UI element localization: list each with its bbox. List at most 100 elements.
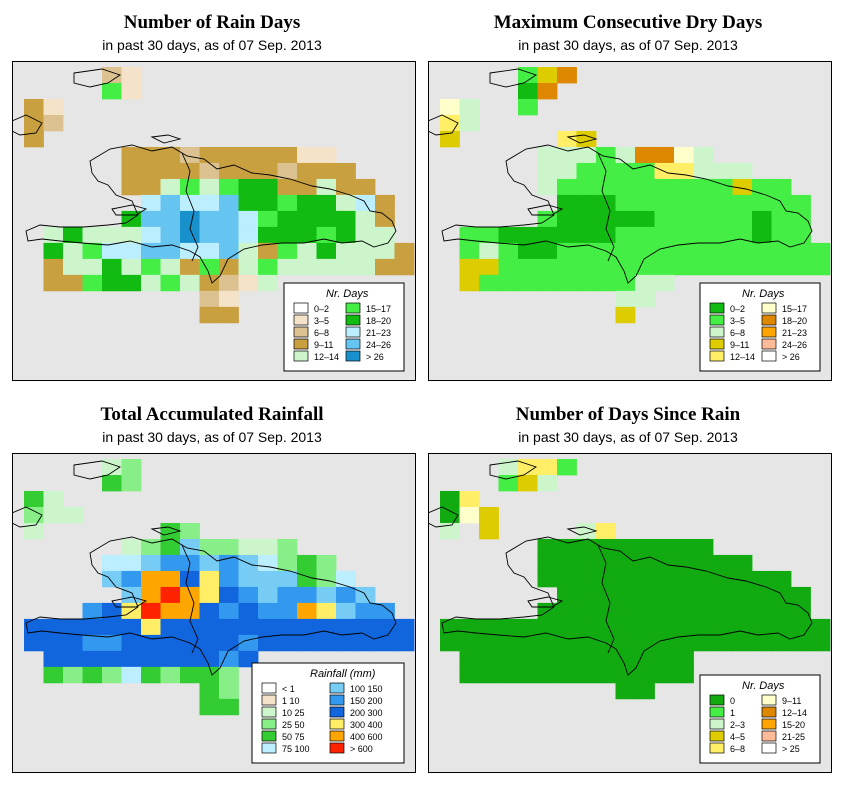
grid-cell [732, 570, 753, 588]
grid-cell [440, 98, 460, 116]
grid-cell [258, 162, 278, 180]
grid-cell [121, 650, 142, 668]
grid-cell [160, 602, 181, 620]
grid-cell [752, 242, 772, 260]
grid-cell [102, 570, 122, 588]
grid-cell [479, 506, 499, 524]
grid-cell [557, 67, 577, 84]
grid-cell [258, 242, 278, 260]
grid-cell [63, 650, 83, 668]
grid-cell [615, 682, 636, 700]
grid-cell [82, 258, 103, 276]
legend-swatch [261, 718, 277, 730]
grid-cell [219, 242, 239, 260]
legend-swatch [261, 742, 277, 754]
grid-cell [63, 634, 83, 652]
map-rainfall: Rainfall (mm) < 1 1 10 10 25 25 50 50 75 75 10… [12, 453, 416, 773]
grid-cell [219, 570, 239, 588]
legend-swatch [761, 718, 777, 730]
grid-cell [518, 274, 538, 292]
grid-cell [199, 226, 220, 244]
grid-cell [121, 82, 142, 100]
grid-cell [440, 114, 460, 132]
grid-cell [557, 570, 577, 588]
grid-cell [180, 586, 200, 604]
grid-cell [771, 570, 792, 588]
legend-swatch [329, 742, 345, 754]
grid-cell [82, 602, 103, 620]
grid-cell [258, 146, 278, 164]
legend-swatch [709, 314, 725, 326]
coastline-path [428, 506, 459, 528]
grid-cell [713, 258, 733, 276]
grid-cell [160, 146, 181, 164]
grid-cell [160, 650, 181, 668]
grid-cell [141, 242, 161, 260]
grid-cell [771, 178, 792, 196]
legend-label: 100 150 [350, 684, 383, 694]
grid-cell [576, 178, 597, 196]
legend-swatch [329, 706, 345, 718]
grid-cell [752, 570, 772, 588]
grid-cell [459, 618, 480, 636]
legend-label: 21-25 [782, 732, 805, 742]
legend-title: Rainfall (mm) [310, 668, 376, 680]
grid-cell [635, 226, 655, 244]
grid-cell [537, 226, 558, 244]
grid-cell [277, 146, 298, 164]
grid-cell [693, 602, 714, 620]
grid-cell [238, 586, 259, 604]
grid-cell [576, 226, 597, 244]
grid-cell [277, 570, 298, 588]
grid-cell [238, 570, 259, 588]
grid-cell [336, 258, 356, 276]
grid-cell [576, 618, 597, 636]
legend-label: > 25 [782, 744, 800, 754]
grid-cell [732, 258, 753, 276]
grid-cell [258, 570, 278, 588]
grid-cell [810, 634, 831, 652]
grid-cell [121, 666, 142, 684]
grid-cell [791, 242, 811, 260]
grid-cell [674, 570, 694, 588]
grid-cell [199, 242, 220, 260]
grid-cell [180, 274, 200, 292]
grid-cell [479, 274, 499, 292]
grid-cell [297, 602, 317, 620]
grid-cell [102, 82, 122, 100]
grid-cell [557, 242, 577, 260]
grid-cell [141, 274, 161, 292]
grid-cell [121, 554, 142, 572]
legend-swatch [329, 694, 345, 706]
grid-cell [102, 650, 122, 668]
grid-cell [810, 258, 831, 276]
grid-cell [63, 258, 83, 276]
grid-cell [43, 618, 64, 636]
grid-cell [498, 242, 519, 260]
coastline-path [181, 152, 199, 262]
panel-title: Maximum Consecutive Dry Days [493, 12, 763, 33]
grid-cell [596, 178, 616, 196]
grid-cell [713, 178, 733, 196]
grid-cell [732, 586, 753, 604]
grid-cell [654, 146, 675, 164]
grid-cell [674, 242, 694, 260]
legend-label: 50 75 [282, 732, 305, 742]
grid-cell [82, 666, 103, 684]
grid-cell [297, 618, 317, 636]
legend-swatch [761, 338, 777, 350]
grid-cell [121, 242, 142, 260]
grid-cells [24, 459, 415, 716]
grid-cell [693, 258, 714, 276]
grid-cell [355, 258, 376, 276]
legend-label: 3–5 [314, 316, 329, 326]
grid-cell [459, 226, 480, 244]
grid-cell [440, 130, 460, 148]
grid-cell [615, 274, 636, 292]
legend-label: 0 [730, 696, 735, 706]
grid-cell [674, 194, 694, 212]
grid-cell [297, 162, 317, 180]
legend-label: 15-20 [782, 720, 805, 730]
grid-cell [219, 274, 239, 292]
coastline-path [12, 114, 43, 136]
